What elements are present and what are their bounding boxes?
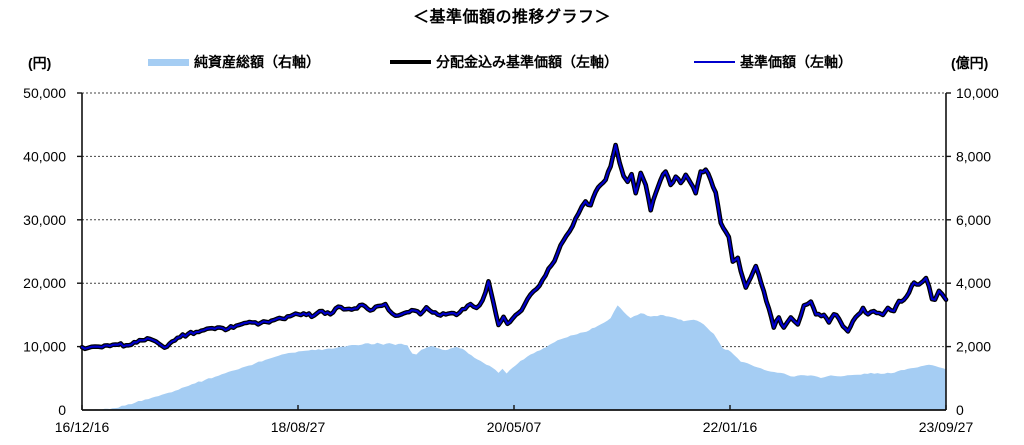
legend-item-nav-with-distribution: 分配金込み基準価額（左軸） [390,52,618,72]
chart-title: ＜基準価額の推移グラフ＞ [412,9,611,26]
x-axis-tick-label: 23/09/27 [919,419,974,435]
net-assets-area-series [82,305,946,410]
right-axis-unit-label: (億円) [951,55,989,71]
nav-line-series [80,143,948,350]
legend-item-nav: 基準価額（左軸） [694,52,852,72]
legend-label-net-assets: 純資産総額（右軸） [194,54,320,70]
legend-item-net-assets: 純資産総額（右軸） [148,52,320,72]
left-axis-tick-label: 10,000 [23,339,66,355]
left-axis-tick-label: 50,000 [23,85,66,101]
right-axis-tick-label: 6,000 [956,212,991,228]
legend-label-nav-with-distribution: 分配金込み基準価額（左軸） [436,54,618,70]
nav-legend-swatch [694,61,735,63]
nav-with-distribution-legend-swatch [390,60,431,64]
right-axis-tick-label: 10,000 [956,85,999,101]
x-axis-tick-label: 16/12/16 [55,419,110,435]
net-assets-legend-swatch [148,58,189,66]
right-axis-tick-label: 4,000 [956,275,991,291]
right-axis-tick-label: 8,000 [956,148,991,164]
left-axis-tick-label: 20,000 [23,275,66,291]
x-axis-tick-label: 18/08/27 [271,419,326,435]
left-axis-tick-label: 0 [58,402,66,418]
left-axis-tick-label: 40,000 [23,148,66,164]
right-axis-tick-label: 0 [956,402,964,418]
x-axis-tick-label: 22/01/16 [703,419,758,435]
legend-label-nav: 基準価額（左軸） [740,54,852,70]
left-axis-tick-label: 30,000 [23,212,66,228]
right-axis-tick-label: 2,000 [956,339,991,355]
x-axis-tick-label: 20/05/07 [487,419,542,435]
left-axis-unit-label: (円) [28,55,52,71]
